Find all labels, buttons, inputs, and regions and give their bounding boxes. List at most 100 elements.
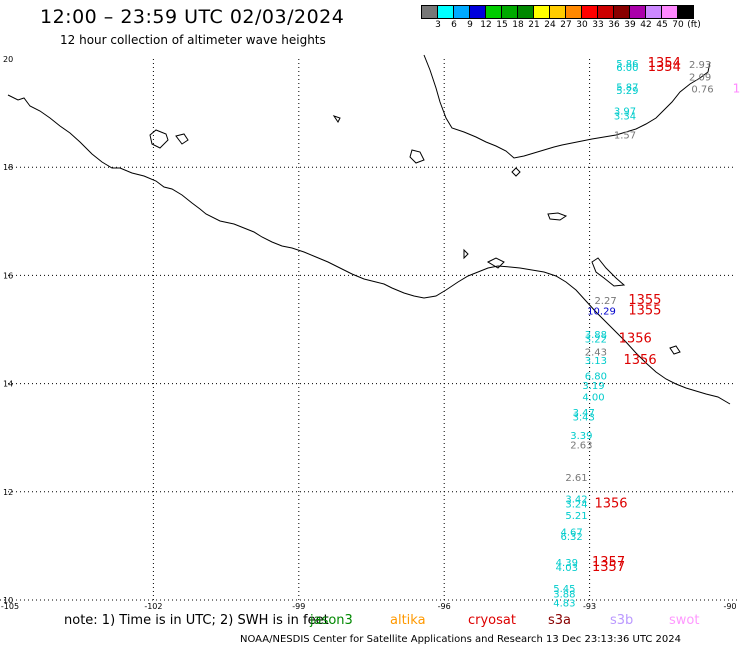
scale-label: 42 <box>640 20 652 30</box>
wave-height-value: 10.29 <box>587 306 616 317</box>
latitude-label: 10 <box>3 596 13 605</box>
credit-line: NOAA/NESDIS Center for Satellite Applica… <box>240 634 682 645</box>
latitude-label: 16 <box>3 271 13 280</box>
wave-height-value: 3.42 <box>565 495 587 506</box>
pass-number-label: 1357 <box>592 560 625 575</box>
island <box>149 129 169 149</box>
satellite-cryosat: cryosat <box>468 613 516 628</box>
pass-number-label: 1355 <box>628 293 661 308</box>
scale-label: 45 <box>656 20 668 30</box>
pass-number-label: 1354 <box>648 56 681 71</box>
longitude-label: -90 <box>723 602 736 611</box>
wave-height-value: 3.13 <box>585 356 607 367</box>
page-title: 12:00 – 23:59 UTC 02/03/2024 <box>40 6 345 28</box>
scale-label: 6 <box>451 20 457 30</box>
island <box>547 212 568 221</box>
page-subtitle: 12 hour collection of altimeter wave hei… <box>60 33 326 47</box>
legend-note: note: 1) Time is in UTC; 2) SWH is in fe… <box>64 613 329 628</box>
latitude-label: 14 <box>3 380 13 389</box>
scale-label: 12 <box>480 20 492 30</box>
satellite-jason3: jason3 <box>310 613 353 628</box>
scale-label: 24 <box>544 20 556 30</box>
wave-height-value: 1.57 <box>614 131 636 142</box>
longitude-label: -102 <box>144 602 162 611</box>
wave-height-value: 3.34 <box>614 112 636 123</box>
wave-height-value: 4.67 <box>561 528 583 539</box>
wave-height-value: 4.39 <box>556 558 578 569</box>
wave-height-value: 5.45 <box>553 584 575 595</box>
island <box>175 133 189 145</box>
wave-height-value: 17 <box>733 82 740 96</box>
island <box>409 149 425 164</box>
longitude-label: -99 <box>292 602 305 611</box>
pass-number-label: 1356 <box>624 353 657 368</box>
map-gridlines <box>0 59 740 601</box>
longitude-label: -105 <box>1 602 19 611</box>
island <box>486 257 505 269</box>
scale-label: 39 <box>624 20 636 30</box>
longitude-label: -96 <box>438 602 451 611</box>
island <box>332 115 341 123</box>
pass-number-label: 1356 <box>619 331 652 346</box>
scale-swatch <box>677 5 694 19</box>
wave-height-value: 3.88 <box>553 589 575 600</box>
wave-height-value: 5.21 <box>565 511 587 522</box>
wave-height-value: 5.86 <box>616 59 638 70</box>
wave-height-value: 4.00 <box>582 392 604 403</box>
mexico-pacific-coastline <box>7 94 731 405</box>
wave-height-value: 3.24 <box>565 499 587 510</box>
island <box>463 248 469 260</box>
satellite-s3a: s3a <box>548 613 572 628</box>
wave-height-value: 6.32 <box>561 532 583 543</box>
scale-label: 30 <box>576 20 588 30</box>
pass-number-label: 1354 <box>648 60 681 75</box>
wave-height-value: 3.39 <box>570 431 592 442</box>
wave-height-color-scale <box>421 5 694 19</box>
wave-height-value: 3.47 <box>573 408 595 419</box>
scale-label: 27 <box>560 20 572 30</box>
pass-number-label: 1357 <box>592 555 625 570</box>
wave-height-value: 2.27 <box>594 296 616 307</box>
scale-label: 36 <box>608 20 620 30</box>
wave-height-value: 4.03 <box>556 563 578 574</box>
scale-label: 3 <box>435 20 441 30</box>
latitude-label: 18 <box>3 163 13 172</box>
wave-height-value: 2.63 <box>570 441 592 452</box>
wave-height-value: 6.00 <box>616 63 638 74</box>
altimeter-map: -105 -102 -99 -96 -93 -90 20 18 16 14 12 10 5.866.0… <box>0 54 740 611</box>
satellite-swot: swot <box>669 613 700 628</box>
wave-height-scale-labels: 3 6 9 12 15 18 21 24 27 30 33 36 39 42 45 70 (ft) <box>422 20 740 34</box>
scale-label: 21 <box>528 20 540 30</box>
coastline <box>7 54 731 405</box>
latitude-label: 20 <box>3 55 13 64</box>
axis-labels: -105 -102 -99 -96 -93 -90 20 18 16 14 12 10 <box>1 55 737 611</box>
pass-number-label: 1356 <box>594 496 627 511</box>
island <box>591 257 626 287</box>
wave-height-value: 3.97 <box>614 107 636 118</box>
wave-height-value: 2.43 <box>585 347 607 358</box>
wave-height-value: 2.93 <box>689 60 711 71</box>
wave-height-value: 4.83 <box>553 598 575 609</box>
scale-label: 33 <box>592 20 604 30</box>
scale-label: (ft) <box>687 20 701 30</box>
scale-label: 9 <box>467 20 473 30</box>
wave-height-value: 3.19 <box>582 381 604 392</box>
pass-number-label: 1355 <box>628 303 661 318</box>
wave-height-value: 5.29 <box>616 86 638 97</box>
island <box>669 345 681 355</box>
scale-label: 15 <box>496 20 508 30</box>
wave-height-value: 3.43 <box>573 412 595 423</box>
scale-label: 18 <box>512 20 524 30</box>
satellite-altika: altika <box>390 613 426 628</box>
scale-label: 70 <box>672 20 684 30</box>
wave-height-value: 2.61 <box>565 473 587 484</box>
wave-height-value: 3.88 <box>585 330 607 341</box>
satellite-s3b: s3b <box>610 613 634 628</box>
wave-height-value: 3.22 <box>585 334 607 345</box>
island <box>511 167 521 177</box>
wave-height-value: 5.87 <box>616 82 638 93</box>
wave-height-value: 0.76 <box>691 85 713 96</box>
wave-height-value: 6.80 <box>585 371 607 382</box>
longitude-label: -93 <box>583 602 596 611</box>
latitude-label: 12 <box>3 488 13 497</box>
